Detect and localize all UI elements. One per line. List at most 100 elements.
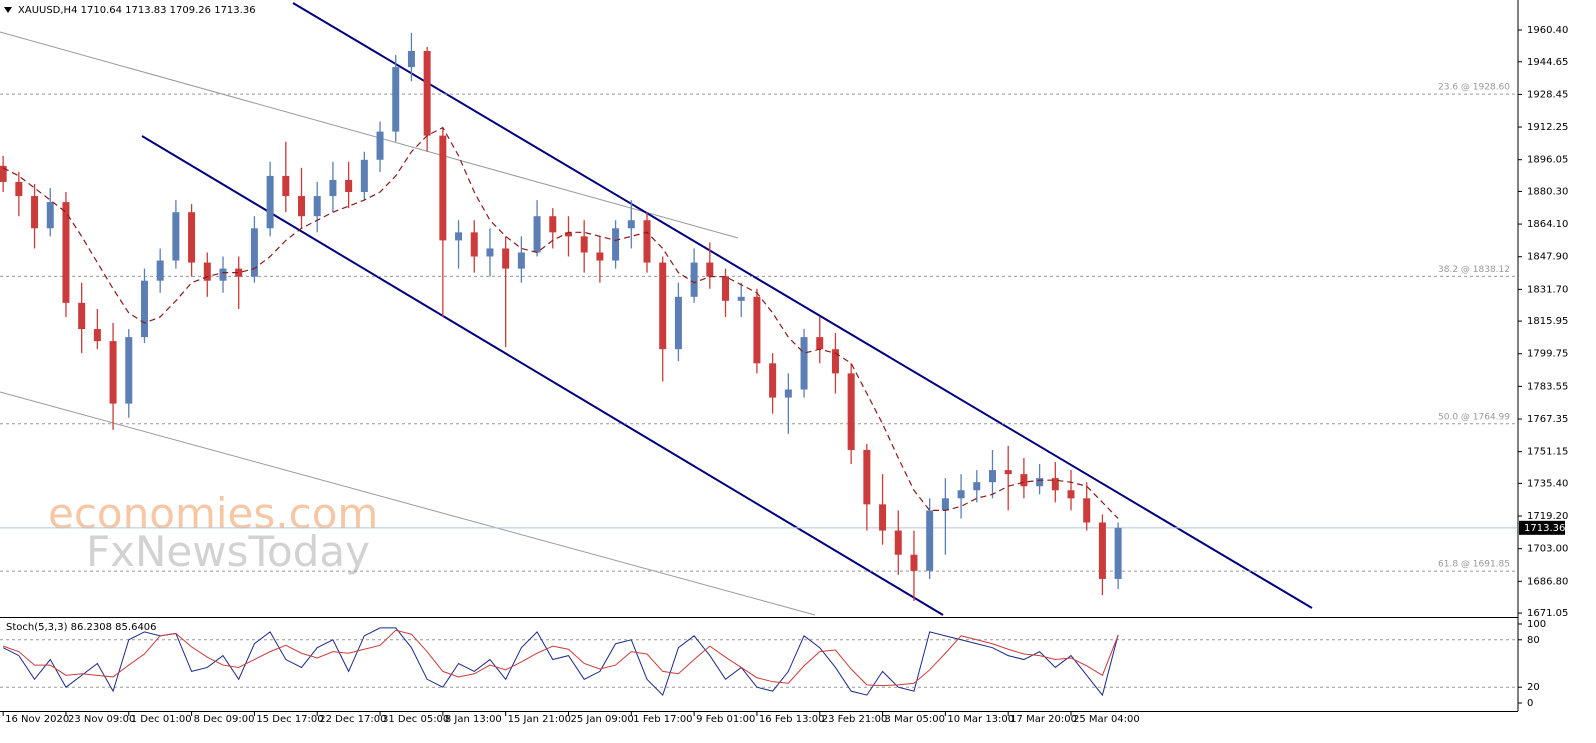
candle-body: [203, 262, 211, 281]
candle-body: [250, 228, 258, 277]
candle-body: [502, 248, 510, 269]
candle-body: [674, 296, 682, 350]
x-tick-label: 23 Feb 21:00: [822, 714, 888, 725]
x-tick-label: 23 Nov 09:00: [68, 714, 135, 725]
candle-body: [910, 554, 918, 571]
x-tick-label: 8 Jan 13:00: [445, 714, 502, 725]
candle-body: [125, 337, 133, 404]
candle-body: [329, 179, 337, 197]
y-tick-label: 1719.20: [1527, 511, 1568, 522]
x-tick-label: 10 Mar 13:00: [947, 714, 1014, 725]
menu-icon: [4, 7, 12, 13]
y-tick-label: 1944.65: [1527, 57, 1568, 68]
candle-body: [517, 252, 525, 269]
candle-body: [93, 329, 101, 342]
candle-body: [266, 175, 274, 229]
price-tag-label: 1713.36: [1524, 523, 1565, 534]
price-tag: [1519, 520, 1565, 535]
trend-line: [0, 31, 739, 239]
y-tick-label: 20: [1527, 682, 1540, 693]
candle-body: [737, 296, 745, 301]
y-tick-label: 1912.25: [1527, 122, 1568, 133]
y-tick-label: 1864.10: [1527, 219, 1568, 230]
x-tick-label: 9 Feb 01:00: [696, 714, 755, 725]
candle-body: [345, 179, 353, 193]
indicator-title: Stoch(5,3,3) 86.2308 85.6406: [6, 622, 157, 633]
watermark: FxNewsToday: [86, 527, 370, 576]
candle-body: [298, 196, 306, 217]
candle-body: [1004, 470, 1012, 475]
x-tick-label: 17 Mar 20:00: [1010, 714, 1077, 725]
candle-body: [722, 276, 730, 301]
candle-body: [439, 135, 447, 241]
candle-body: [1020, 474, 1028, 487]
trend-line: [0, 391, 816, 616]
candle-body: [376, 131, 384, 160]
candle-body: [156, 260, 164, 281]
y-tick-label: 1686.80: [1527, 576, 1568, 587]
candle-body: [78, 302, 86, 330]
y-tick-label: 100: [1527, 619, 1546, 630]
candle-body: [423, 50, 431, 136]
candle-body: [549, 216, 557, 233]
y-tick-label: 1960.40: [1527, 25, 1568, 36]
candle-body: [879, 504, 887, 531]
candle-body: [172, 212, 180, 261]
candle-body: [800, 337, 808, 390]
candle-body: [863, 449, 871, 505]
y-tick-label: 1831.70: [1527, 284, 1568, 295]
candle-body: [109, 341, 117, 404]
channel-line: [141, 135, 944, 616]
candle-body: [0, 165, 7, 182]
candle-body: [62, 202, 70, 303]
y-tick-label: 1783.55: [1527, 381, 1568, 392]
candle-body: [784, 389, 792, 398]
level-label: 50.0 @ 1764.99: [1438, 412, 1510, 422]
candle-body: [1083, 498, 1091, 523]
x-tick-label: 25 Mar 04:00: [1073, 714, 1140, 725]
channel-line: [292, 2, 1313, 609]
x-tick-label: 16 Nov 2020: [5, 714, 69, 725]
y-tick-label: 1847.90: [1527, 252, 1568, 263]
candle-body: [407, 50, 415, 68]
candle-body: [831, 349, 839, 374]
candle-body: [455, 232, 463, 241]
x-tick-label: 1 Dec 01:00: [131, 714, 192, 725]
y-tick-label: 1703.00: [1527, 544, 1568, 555]
moving-average: [2, 126, 1119, 519]
candle-body: [1114, 527, 1122, 579]
candle-body: [612, 228, 620, 261]
candle-body: [282, 175, 290, 197]
stoch-line: [2, 627, 1119, 697]
y-tick-label: 0: [1527, 698, 1533, 709]
y-tick-label: 1928.45: [1527, 89, 1568, 100]
chart-title: XAUUSD,H4 1710.64 1713.83 1709.26 1713.3…: [18, 5, 256, 16]
candle-body: [392, 67, 400, 132]
candle-body: [486, 248, 494, 257]
x-tick-label: 22 Dec 17:00: [319, 714, 386, 725]
candle-body: [1036, 478, 1044, 487]
y-tick-label: 1751.15: [1527, 447, 1568, 458]
stoch-line: [2, 629, 1119, 687]
y-tick-label: 1671.05: [1527, 608, 1568, 619]
candle-body: [596, 252, 604, 261]
y-tick-label: 1880.30: [1527, 186, 1568, 197]
x-tick-label: 8 Dec 09:00: [194, 714, 255, 725]
x-tick-label: 3 Mar 05:00: [885, 714, 945, 725]
candle-body: [235, 268, 243, 277]
candle-body: [816, 337, 824, 350]
candle-body: [957, 490, 965, 499]
y-tick-label: 1896.05: [1527, 155, 1568, 166]
x-tick-label: 16 Feb 13:00: [759, 714, 825, 725]
watermark: economies.com: [48, 489, 378, 538]
candle-body: [659, 262, 667, 350]
candle-body: [580, 236, 588, 253]
level-label: 61.8 @ 1691.85: [1438, 560, 1510, 570]
y-tick-label: 1767.35: [1527, 414, 1568, 425]
x-tick-label: 25 Jan 09:00: [570, 714, 633, 725]
candle-body: [219, 268, 227, 281]
x-tick-label: 31 Dec 05:00: [382, 714, 449, 725]
x-tick-label: 15 Jan 21:00: [508, 714, 571, 725]
candle-body: [926, 510, 934, 571]
